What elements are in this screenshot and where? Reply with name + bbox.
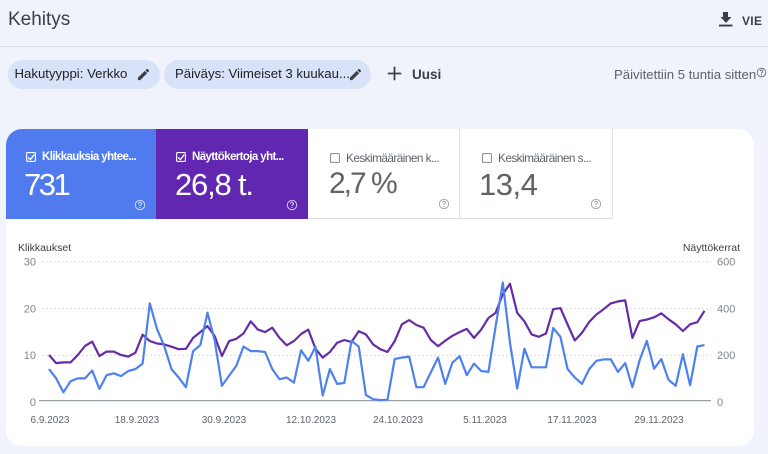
- svg-text:0: 0: [717, 397, 723, 409]
- svg-text:200: 200: [717, 350, 735, 362]
- svg-text:5.11.2023: 5.11.2023: [463, 415, 507, 426]
- svg-text:400: 400: [717, 303, 735, 315]
- svg-text:30: 30: [24, 257, 36, 269]
- svg-text:17.11.2023: 17.11.2023: [547, 415, 597, 426]
- svg-text:29.11.2023: 29.11.2023: [634, 415, 684, 426]
- svg-text:0: 0: [30, 397, 36, 409]
- svg-text:18.9.2023: 18.9.2023: [115, 415, 160, 426]
- svg-text:10: 10: [24, 350, 36, 362]
- svg-text:20: 20: [24, 303, 36, 315]
- svg-text:Näyttökerrat: Näyttökerrat: [683, 242, 740, 254]
- svg-text:12.10.2023: 12.10.2023: [286, 415, 336, 426]
- svg-text:Klikkaukset: Klikkaukset: [18, 242, 71, 254]
- svg-text:600: 600: [717, 257, 735, 269]
- svg-text:30.9.2023: 30.9.2023: [202, 415, 247, 426]
- svg-text:24.10.2023: 24.10.2023: [373, 415, 423, 426]
- svg-text:6.9.2023: 6.9.2023: [31, 415, 70, 426]
